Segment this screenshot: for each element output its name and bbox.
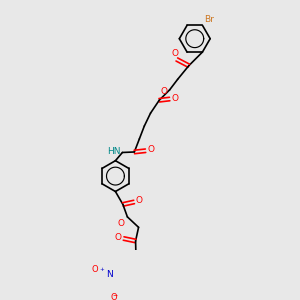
Text: O: O xyxy=(118,219,125,228)
Text: −: − xyxy=(112,292,118,297)
Text: Br: Br xyxy=(204,15,214,24)
Text: O: O xyxy=(147,145,154,154)
Text: O: O xyxy=(172,49,178,58)
Text: +: + xyxy=(99,267,104,272)
Text: N: N xyxy=(106,270,112,279)
Text: O: O xyxy=(111,292,117,300)
Text: O: O xyxy=(160,87,167,96)
Text: HN: HN xyxy=(107,148,121,157)
Text: O: O xyxy=(171,94,178,103)
Text: O: O xyxy=(136,196,142,206)
Text: O: O xyxy=(115,233,122,242)
Text: O: O xyxy=(92,266,98,274)
